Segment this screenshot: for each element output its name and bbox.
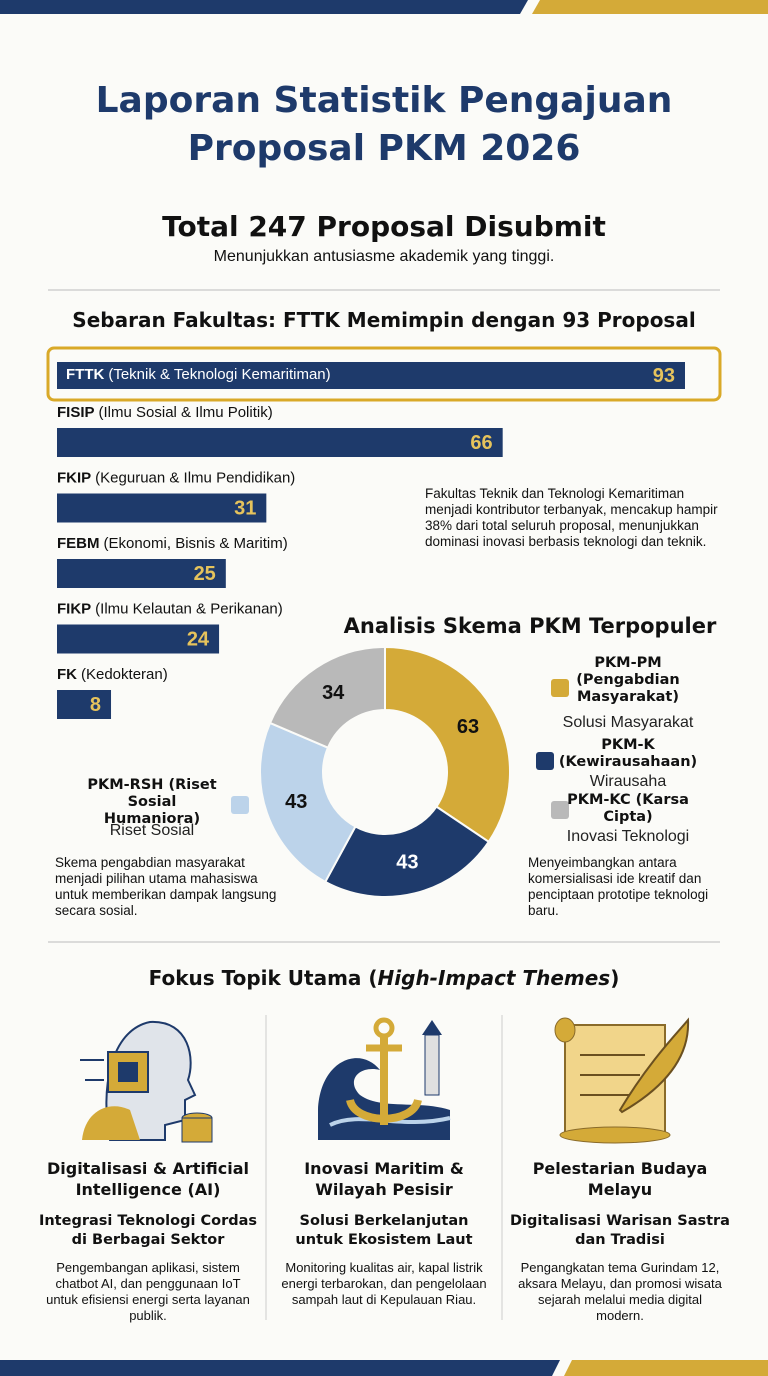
category-code: FTTK [66,366,104,383]
legend-sublabel: Solusi Masyarakat [562,714,694,731]
theme-title: Inovasi Maritim & Wilayah Pesisir [304,1159,464,1199]
manuscript-icon [554,1017,690,1144]
donut-annotation: Menyeimbangkan antara komersialisasi ide… [528,855,709,918]
theme-description: Monitoring kualitas air, kapal listrik e… [281,1260,487,1307]
title: Proposal PKM 2026 [187,128,581,169]
legend-label: PKM-K (Kewirausahaan) [558,737,698,770]
category-note: (Ilmu Kelautan & Perikanan) [95,600,283,617]
bar [57,428,503,457]
legend-swatch [536,752,554,770]
theme-subtitle: Digitalisasi Warisan Sastra dan Tradisi [510,1213,730,1248]
legend-sublabel: Wirausaha [589,773,667,790]
category-label: FIKP (Ilmu Kelautan & Perikanan) [57,600,283,617]
value-label: 63 [457,716,479,738]
value-label: 31 [234,497,256,519]
category-code: FEBM [57,535,100,552]
category-code: FKIP [57,469,91,486]
top-band [0,0,528,14]
donut-segment [323,805,491,898]
legend-sublabel: Riset Sosial [109,822,195,839]
theme-title: Digitalisasi & Artificial Intelligence (… [46,1159,250,1199]
legend-label: PKM-RSH (Riset Sosial Humaniora) [87,777,217,827]
category-code: FK [57,666,77,683]
bar-chart-title: Sebaran Fakultas: FTTK Memimpin dengan 9… [72,308,696,332]
category-label: FTTK (Teknik & Teknologi Kemaritiman) [66,366,331,383]
highlight-box [46,346,722,402]
value-label: 8 [90,694,101,716]
category-note: (Kedokteran) [81,666,168,683]
bar-annotation: Fakultas Teknik dan Teknologi Kemaritima… [425,486,718,549]
value-label: 43 [396,852,418,874]
theme-description: Pengembangan aplikasi, sistem chatbot AI… [46,1260,250,1323]
themes-title-text: Fokus Topik Utama ( [148,966,378,990]
themes-title-text: ) [610,966,620,990]
value-label: 25 [194,563,216,585]
category-label: FISIP (Ilmu Sosial & Ilmu Politik) [57,404,273,421]
category-label: FKIP (Keguruan & Ilmu Pendidikan) [57,469,295,486]
top-band-accent [532,0,768,14]
category-note: (Keguruan & Ilmu Pendidikan) [95,469,295,486]
theme-title: Pelestarian Budaya Melayu [532,1159,708,1199]
legend-swatch [231,796,249,814]
themes-title: Fokus Topik Utama (High-Impact Themes) [0,966,768,990]
bar [57,362,685,389]
donut-title: Analisis Skema PKM Terpopuler [343,614,717,638]
legend-sublabel: Inovasi Teknologi [566,828,690,845]
category-label: FEBM (Ekonomi, Bisnis & Maritim) [57,535,288,552]
donut-segment [268,645,386,749]
value-label: 24 [187,628,210,650]
headline: Total 247 Proposal Disubmit [162,210,606,243]
bar [57,624,220,654]
title: Laporan Statistik Pengajuan [95,80,673,121]
legend-swatch [551,801,569,819]
bottom-band-accent [564,1360,768,1376]
category-code: FIKP [57,600,91,617]
theme-subtitle: Solusi Berkelanjutan untuk Ekosistem Lau… [295,1213,473,1248]
category-note: (Ilmu Sosial & Ilmu Politik) [99,404,273,421]
bottom-band [0,1360,560,1376]
legend-label: PKM-PM (Pengabdian Masyarakat) [576,655,680,705]
themes-title-italic: High-Impact Themes [377,966,611,990]
bar [57,493,267,523]
category-note: (Ekonomi, Bisnis & Maritim) [104,535,288,552]
donut-segment [384,645,511,844]
category-note: (Teknik & Teknologi Kemaritiman) [108,366,330,383]
legend-swatch [551,679,569,697]
value-label: 66 [470,432,492,454]
donut-annotation: Skema pengabdian masyarakat menjadi pili… [55,855,277,918]
bar [57,559,226,588]
value-label: 93 [653,365,675,387]
theme-description: Pengangkatan tema Gurindam 12, aksara Me… [518,1260,722,1323]
legend-label: PKM-KC (Karsa Cipta) [567,792,689,825]
category-code: FISIP [57,404,95,421]
ai-icon [80,1020,213,1143]
theme-subtitle: Integrasi Teknologi Cordas di Berbagai S… [38,1213,258,1248]
category-label: FK (Kedokteran) [57,666,168,683]
maritime-icon [318,1017,451,1140]
donut-segment [259,721,357,884]
value-label: 43 [285,791,307,813]
value-label: 34 [322,682,345,704]
subheadline: Menunjukkan antusiasme akademik yang tin… [213,248,555,265]
bar [57,690,112,719]
